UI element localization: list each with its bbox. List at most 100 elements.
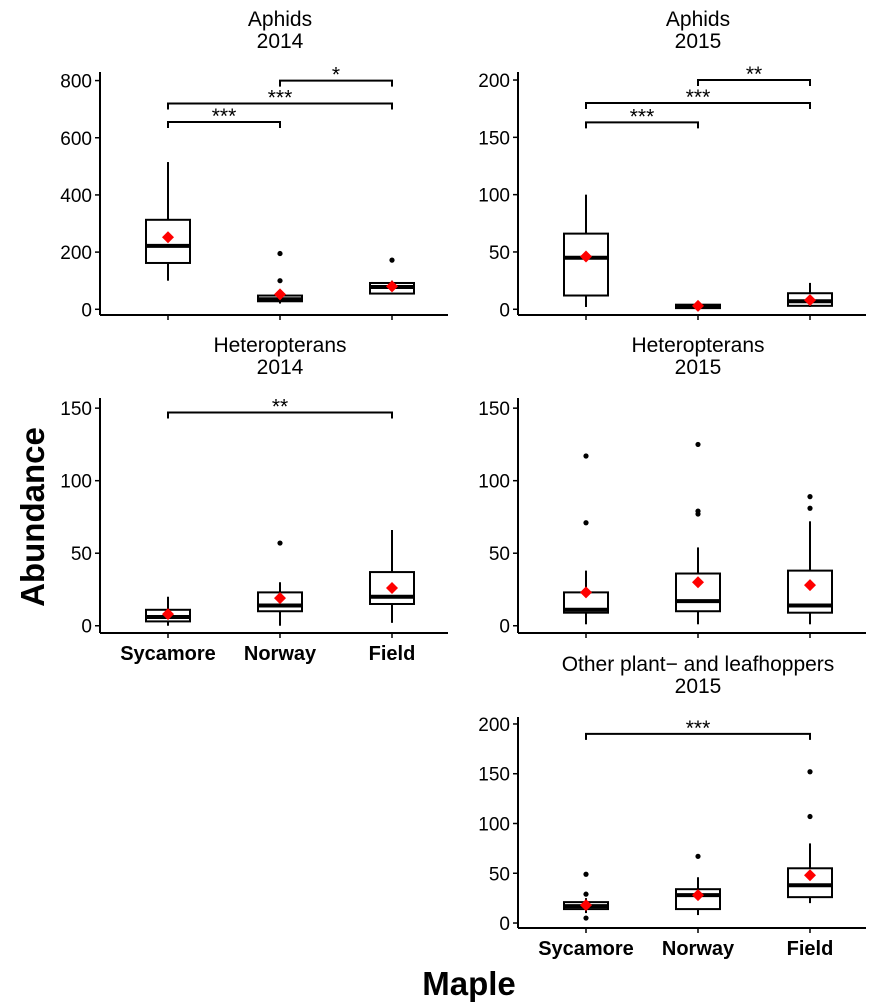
y-tick-label: 150 (478, 399, 510, 420)
significance-label: ** (746, 63, 762, 86)
x-tick-label: Field (787, 938, 834, 960)
significance-label: *** (686, 717, 711, 740)
outlier-point (695, 508, 701, 514)
x-axis-title: Maple (422, 965, 516, 1002)
y-tick-label: 200 (60, 243, 92, 264)
box-plot (257, 250, 303, 304)
significance-label: * (332, 64, 340, 87)
box-plot (787, 769, 833, 904)
bracket-line (167, 102, 393, 110)
panel-subtitle: 2015 (675, 356, 722, 379)
significance-label: *** (212, 105, 237, 128)
y-tick-label: 200 (478, 715, 510, 736)
outlier-point (807, 813, 813, 820)
y-tick-label: 0 (81, 300, 92, 321)
box-plot (257, 540, 303, 626)
panel-title: Aphids (248, 8, 312, 31)
outlier-point (583, 915, 589, 921)
y-tick-label: 150 (478, 128, 510, 149)
mean-marker (804, 294, 816, 307)
box-plot (145, 162, 191, 281)
panel-title: Heteropterans (631, 334, 764, 357)
panel-title: Aphids (666, 8, 730, 31)
significance-bracket: *** (167, 86, 393, 110)
outlier-point (807, 505, 813, 511)
y-tick-label: 600 (60, 129, 92, 150)
box-plot (675, 299, 721, 312)
bracket-line (585, 732, 811, 740)
box-plot (563, 194, 609, 307)
bracket-line (585, 101, 811, 109)
box-iqr (675, 572, 721, 613)
box-plot (787, 282, 833, 307)
box-plot (563, 453, 609, 625)
mean-marker (386, 280, 398, 293)
y-tick-label: 50 (71, 544, 92, 565)
significance-bracket: *** (585, 105, 699, 129)
y-tick-label: 150 (60, 399, 92, 420)
box-plot (145, 596, 191, 626)
x-tick-label: Sycamore (538, 938, 634, 960)
panel-title: Other plant− and leafhoppers (562, 653, 835, 676)
mean-marker (386, 582, 398, 595)
y-tick-label: 100 (478, 814, 510, 835)
bracket-line (279, 79, 393, 87)
significance-bracket: *** (167, 105, 281, 129)
outlier-point (695, 853, 701, 859)
y-tick-label: 400 (60, 186, 92, 207)
mean-marker (162, 608, 174, 621)
bracket-line (697, 79, 811, 87)
y-tick-label: 100 (60, 472, 92, 493)
mean-marker (692, 576, 704, 589)
outlier-point (277, 250, 283, 257)
y-tick-label: 100 (478, 472, 510, 493)
box-plot (675, 441, 721, 625)
x-tick-label: Sycamore (120, 643, 216, 665)
y-tick-label: 800 (60, 72, 92, 93)
y-tick-label: 150 (478, 765, 510, 786)
significance-label: *** (268, 86, 293, 109)
panel-subtitle: 2015 (675, 675, 722, 698)
box-plot (369, 530, 415, 623)
y-tick-label: 0 (499, 617, 510, 638)
significance-bracket: * (279, 64, 393, 87)
box-plot (563, 871, 609, 921)
significance-label: *** (630, 105, 655, 128)
mean-marker (692, 889, 704, 902)
outlier-point (583, 871, 589, 877)
y-tick-label: 100 (478, 186, 510, 207)
outlier-point (583, 891, 589, 897)
outlier-point (389, 257, 395, 263)
outlier-point (695, 441, 701, 448)
box-plot (675, 853, 721, 916)
y-tick-label: 50 (489, 243, 510, 264)
panel-subtitle: 2014 (257, 356, 304, 379)
mean-marker (804, 869, 816, 882)
outlier-point (807, 494, 813, 500)
y-tick-label: 0 (81, 617, 92, 638)
y-tick-label: 50 (489, 864, 510, 885)
bracket-line (167, 411, 393, 419)
y-tick-label: 0 (499, 300, 510, 321)
mean-marker (274, 288, 286, 301)
panel-subtitle: 2014 (257, 30, 304, 53)
panel-subtitle: 2015 (675, 30, 722, 53)
y-tick-label: 0 (499, 914, 510, 935)
x-tick-label: Norway (244, 643, 317, 665)
bracket-line (167, 121, 281, 129)
box-plot (369, 257, 415, 295)
significance-label: *** (686, 86, 711, 109)
y-axis-title: Abundance (14, 427, 51, 607)
panel-title: Heteropterans (213, 334, 346, 357)
mean-marker (274, 592, 286, 605)
outlier-point (583, 520, 589, 526)
x-tick-label: Field (369, 643, 416, 665)
outlier-point (583, 453, 589, 459)
significance-bracket: *** (585, 86, 811, 109)
